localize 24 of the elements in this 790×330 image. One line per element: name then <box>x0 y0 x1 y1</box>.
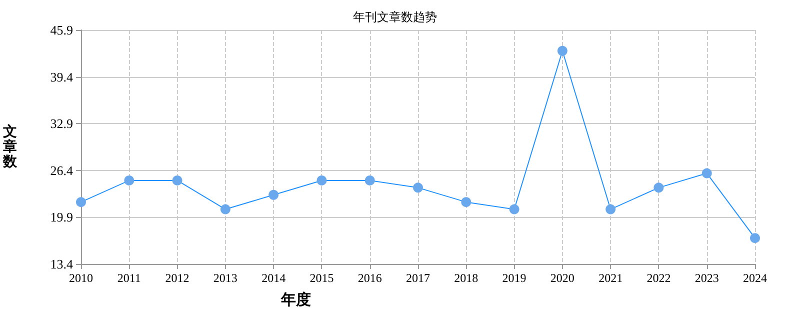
x-tick-label: 2012 <box>165 271 190 285</box>
x-tick-label: 2024 <box>743 271 767 285</box>
x-tick-label: 2022 <box>646 271 671 285</box>
y-tick-label: 19.9 <box>50 210 73 225</box>
y-axis-title: 文章数 <box>2 123 18 170</box>
x-tick-label: 2019 <box>502 271 526 285</box>
x-tick-label: 2023 <box>694 271 719 285</box>
x-tick-label: 2020 <box>550 271 574 285</box>
x-tick-label: 2015 <box>310 271 334 285</box>
x-tick-label: 2018 <box>454 271 478 285</box>
y-tick-label: 13.4 <box>50 256 74 272</box>
x-tick-label: 2021 <box>598 271 623 285</box>
x-tick-label: 2013 <box>213 271 238 285</box>
y-tick-label: 39.4 <box>50 69 74 84</box>
x-tick-label: 2011 <box>117 271 141 285</box>
x-tick-label: 2017 <box>406 271 430 285</box>
y-tick-label: 45.9 <box>50 22 73 38</box>
x-axis-title: 年度 <box>280 290 311 308</box>
x-tick-label: 2010 <box>69 271 93 285</box>
y-tick-label: 26.4 <box>50 162 74 178</box>
x-tick-label: 2016 <box>358 271 382 285</box>
chart-title: 年刊文章数趋势 <box>353 10 437 24</box>
y-tick-label: 32.9 <box>50 116 73 132</box>
x-tick-label: 2014 <box>262 271 286 285</box>
